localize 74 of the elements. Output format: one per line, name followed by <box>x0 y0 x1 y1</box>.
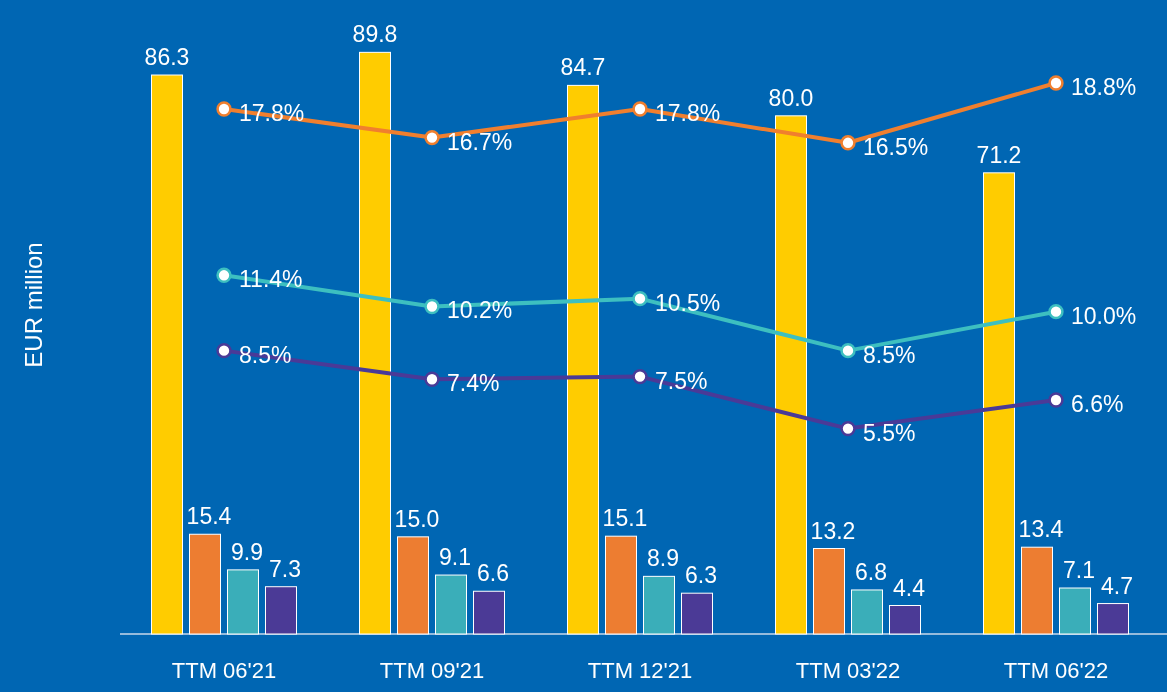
bar <box>227 569 259 635</box>
data-label: 13.4 <box>1018 516 1064 543</box>
bar <box>397 536 429 635</box>
bar <box>1097 603 1129 635</box>
point <box>1048 304 1064 320</box>
data-label: 8.5% <box>239 341 292 368</box>
data-label: 5.5% <box>863 419 916 446</box>
data-label: 16.5% <box>863 133 929 160</box>
point <box>1048 75 1064 91</box>
data-label: 15.4 <box>186 503 232 530</box>
data-label: 13.2 <box>810 517 856 544</box>
data-label: 84.7 <box>560 54 606 81</box>
data-label: 16.7% <box>447 128 513 155</box>
data-label: 18.8% <box>1071 74 1137 101</box>
data-label: 7.1 <box>1063 557 1095 584</box>
bar <box>567 84 599 635</box>
bar <box>473 590 505 635</box>
point <box>216 342 232 359</box>
data-label: 8.5% <box>863 341 916 368</box>
point <box>840 135 856 151</box>
point <box>1048 392 1064 408</box>
bar <box>851 589 883 635</box>
data-label: 86.3 <box>144 44 190 71</box>
bar <box>813 548 845 635</box>
point <box>632 291 648 307</box>
data-label: 4.7 <box>1101 572 1133 599</box>
data-label: 6.6 <box>477 560 509 587</box>
point <box>216 101 232 117</box>
data-label: 7.5% <box>655 367 708 394</box>
data-label: 10.2% <box>447 297 513 324</box>
x-tick-label: TTM 12'21 <box>587 657 693 683</box>
data-label: 6.8 <box>855 558 887 585</box>
data-label: 6.3 <box>685 562 717 589</box>
point <box>424 298 440 315</box>
x-tick-label: TTM 09'21 <box>379 657 485 683</box>
data-label: 80.0 <box>768 84 814 111</box>
data-label: 9.9 <box>231 538 263 565</box>
point <box>216 267 232 283</box>
data-label: 10.0% <box>1071 302 1137 329</box>
data-label: 15.0 <box>394 505 440 532</box>
data-label: 4.4 <box>893 574 926 601</box>
bar <box>359 51 391 635</box>
x-tick-label: TTM 03'22 <box>795 657 901 683</box>
point <box>632 101 648 117</box>
point <box>840 420 856 437</box>
point <box>424 371 440 387</box>
point <box>840 342 856 359</box>
bar <box>265 586 297 635</box>
data-label: 7.4% <box>447 370 500 397</box>
data-label: 8.9 <box>647 545 679 572</box>
data-label: 7.3 <box>269 555 301 582</box>
point <box>632 368 648 385</box>
bar <box>605 535 637 635</box>
x-tick-label: TTM 06'22 <box>1003 657 1109 683</box>
point <box>424 129 440 146</box>
bar <box>151 74 183 635</box>
bar <box>435 574 467 635</box>
data-label: 11.4% <box>239 266 303 293</box>
bar <box>1021 546 1053 635</box>
bar <box>775 115 807 635</box>
data-label: 71.2 <box>976 141 1022 168</box>
data-label: 6.6% <box>1071 391 1124 417</box>
bar <box>983 172 1015 635</box>
data-label: 15.1 <box>602 505 648 532</box>
bar <box>681 592 713 635</box>
data-label: 89.8 <box>352 21 398 48</box>
x-tick-label: TTM 06'21 <box>171 657 277 683</box>
bar <box>1059 587 1091 635</box>
data-label: 10.5% <box>655 289 721 316</box>
data-label: 9.1 <box>439 544 471 571</box>
bar <box>889 605 921 635</box>
bar <box>643 575 675 635</box>
y-axis-title: EUR million <box>20 242 47 368</box>
bar <box>189 533 221 635</box>
